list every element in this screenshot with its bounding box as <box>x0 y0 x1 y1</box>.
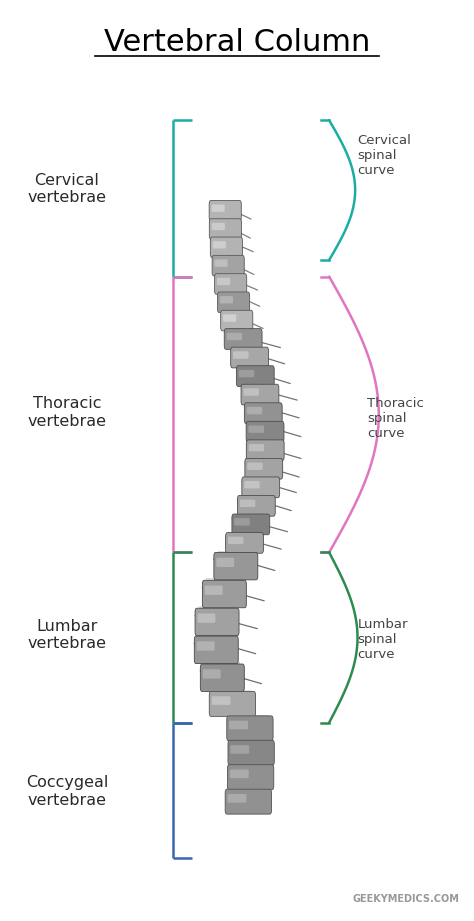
Bar <box>213 219 238 222</box>
Bar <box>218 274 243 277</box>
FancyBboxPatch shape <box>210 218 241 239</box>
Bar <box>198 635 234 640</box>
FancyBboxPatch shape <box>202 580 246 608</box>
FancyBboxPatch shape <box>226 532 264 554</box>
Text: Vertebral Column: Vertebral Column <box>104 28 370 56</box>
Bar <box>250 440 281 444</box>
Bar <box>199 606 235 612</box>
Bar <box>240 366 271 369</box>
Text: Thoracic
vertebrae: Thoracic vertebrae <box>27 396 106 429</box>
Bar <box>241 495 272 499</box>
FancyBboxPatch shape <box>237 366 274 387</box>
FancyBboxPatch shape <box>230 770 249 778</box>
Bar <box>212 201 238 204</box>
Text: Cervical
vertebrae: Cervical vertebrae <box>27 173 106 205</box>
FancyBboxPatch shape <box>248 426 264 433</box>
FancyBboxPatch shape <box>223 314 236 321</box>
FancyBboxPatch shape <box>212 255 244 276</box>
Bar <box>248 459 279 462</box>
FancyBboxPatch shape <box>214 260 228 267</box>
FancyBboxPatch shape <box>210 237 243 258</box>
FancyBboxPatch shape <box>195 608 239 635</box>
FancyBboxPatch shape <box>249 444 264 451</box>
Bar <box>234 347 265 351</box>
FancyBboxPatch shape <box>228 537 244 544</box>
FancyBboxPatch shape <box>209 692 255 717</box>
FancyBboxPatch shape <box>247 462 263 470</box>
FancyBboxPatch shape <box>228 794 246 802</box>
Bar <box>204 662 240 668</box>
Bar <box>224 310 249 314</box>
FancyBboxPatch shape <box>197 641 215 650</box>
FancyBboxPatch shape <box>220 296 233 303</box>
Bar <box>229 532 260 536</box>
Bar <box>236 514 266 518</box>
FancyBboxPatch shape <box>194 636 238 663</box>
FancyBboxPatch shape <box>244 481 260 488</box>
FancyBboxPatch shape <box>246 440 284 460</box>
FancyBboxPatch shape <box>215 274 246 294</box>
FancyBboxPatch shape <box>225 789 272 814</box>
FancyBboxPatch shape <box>245 402 282 424</box>
FancyBboxPatch shape <box>232 514 270 535</box>
FancyBboxPatch shape <box>228 764 274 789</box>
FancyBboxPatch shape <box>209 201 241 221</box>
Bar <box>246 477 276 481</box>
FancyBboxPatch shape <box>241 384 279 405</box>
FancyBboxPatch shape <box>211 696 230 705</box>
Bar <box>231 715 269 719</box>
FancyBboxPatch shape <box>216 558 234 567</box>
Bar <box>229 788 267 793</box>
FancyBboxPatch shape <box>203 670 221 679</box>
FancyBboxPatch shape <box>205 586 223 595</box>
FancyBboxPatch shape <box>224 329 262 349</box>
Bar <box>218 551 254 556</box>
FancyBboxPatch shape <box>211 204 225 212</box>
Bar <box>214 237 239 240</box>
FancyBboxPatch shape <box>245 459 283 479</box>
FancyBboxPatch shape <box>228 740 274 765</box>
Text: Thoracic
spinal
curve: Thoracic spinal curve <box>367 397 424 439</box>
FancyBboxPatch shape <box>239 370 254 378</box>
FancyBboxPatch shape <box>227 332 242 340</box>
Bar <box>206 578 242 584</box>
FancyBboxPatch shape <box>244 389 259 396</box>
Text: GEEKYMEDICS.COM: GEEKYMEDICS.COM <box>352 893 459 904</box>
FancyBboxPatch shape <box>233 351 248 358</box>
Bar <box>228 329 258 332</box>
Text: Cervical
spinal
curve: Cervical spinal curve <box>357 134 411 177</box>
Bar <box>221 292 246 296</box>
FancyBboxPatch shape <box>246 421 284 442</box>
FancyBboxPatch shape <box>217 278 230 286</box>
FancyBboxPatch shape <box>218 292 250 312</box>
FancyBboxPatch shape <box>212 223 225 230</box>
FancyBboxPatch shape <box>237 495 275 516</box>
FancyBboxPatch shape <box>201 664 244 692</box>
FancyBboxPatch shape <box>234 519 250 526</box>
Bar <box>215 255 241 259</box>
FancyBboxPatch shape <box>214 553 258 580</box>
FancyBboxPatch shape <box>213 241 226 249</box>
Bar <box>232 739 270 744</box>
Text: Coccygeal
vertebrae: Coccygeal vertebrae <box>26 775 108 808</box>
Text: Lumbar
spinal
curve: Lumbar spinal curve <box>357 618 408 661</box>
Bar <box>231 764 270 768</box>
FancyBboxPatch shape <box>242 477 280 497</box>
FancyBboxPatch shape <box>231 347 268 367</box>
FancyBboxPatch shape <box>240 499 255 507</box>
FancyBboxPatch shape <box>247 407 262 414</box>
FancyBboxPatch shape <box>230 745 249 753</box>
Bar <box>250 421 280 425</box>
FancyBboxPatch shape <box>198 613 215 623</box>
FancyBboxPatch shape <box>227 716 273 740</box>
Text: Lumbar
vertebrae: Lumbar vertebrae <box>27 619 106 651</box>
Bar <box>248 402 279 406</box>
FancyBboxPatch shape <box>221 310 253 331</box>
Bar <box>213 690 252 695</box>
FancyBboxPatch shape <box>229 721 248 729</box>
Bar <box>245 384 275 388</box>
